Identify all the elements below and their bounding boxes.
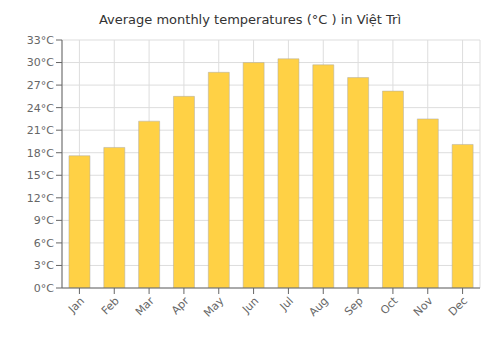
svg-text:Mar: Mar xyxy=(133,294,157,318)
svg-text:Feb: Feb xyxy=(99,294,122,317)
svg-text:12°C: 12°C xyxy=(27,192,54,205)
svg-text:21°C: 21°C xyxy=(27,124,54,137)
svg-text:18°C: 18°C xyxy=(27,147,54,160)
svg-text:27°C: 27°C xyxy=(27,79,54,92)
svg-text:Aug: Aug xyxy=(307,294,331,318)
svg-text:15°C: 15°C xyxy=(27,169,54,182)
svg-text:3°C: 3°C xyxy=(34,259,54,272)
svg-text:30°C: 30°C xyxy=(27,56,54,69)
svg-text:6°C: 6°C xyxy=(34,237,54,250)
svg-text:33°C: 33°C xyxy=(27,34,54,47)
svg-text:0°C: 0°C xyxy=(34,282,54,295)
svg-text:Jun: Jun xyxy=(239,294,261,316)
svg-text:Apr: Apr xyxy=(169,294,192,317)
svg-text:Nov: Nov xyxy=(411,294,436,319)
html-text:Average monthly temperatures (: Average monthly temperatures (°C ) in Vi… xyxy=(98,12,402,27)
svg-text:9°C: 9°C xyxy=(34,214,54,227)
svg-text:Jul: Jul xyxy=(277,294,296,313)
svg-text:Sep: Sep xyxy=(342,294,366,318)
svg-text:May: May xyxy=(201,294,227,320)
svg-text:24°C: 24°C xyxy=(27,102,54,115)
svg-text:Jan: Jan xyxy=(65,294,87,316)
svg-text:Oct: Oct xyxy=(378,294,401,317)
svg-text:Dec: Dec xyxy=(446,294,470,318)
